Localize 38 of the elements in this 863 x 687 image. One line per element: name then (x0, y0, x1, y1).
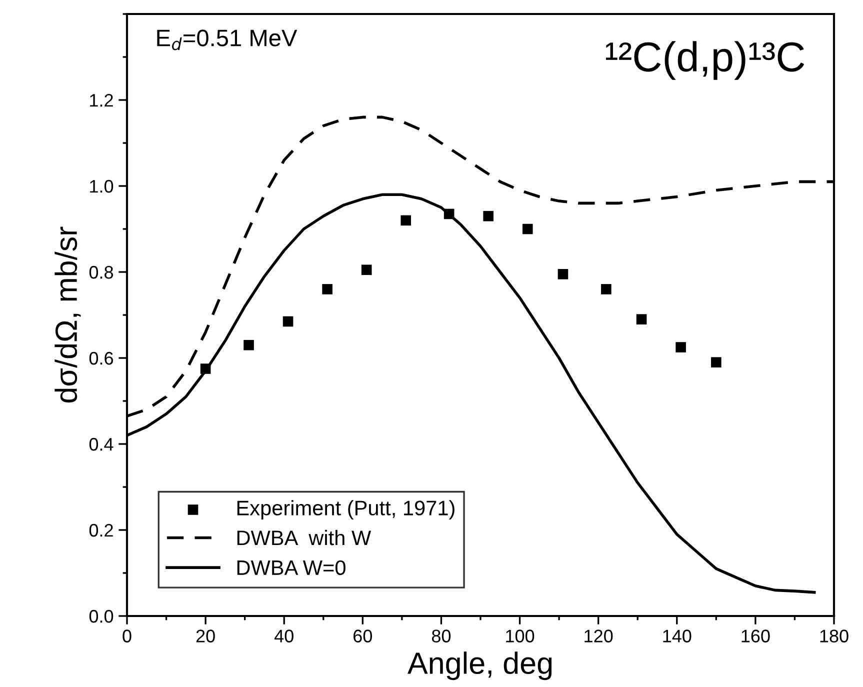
point (676, 342, 686, 352)
y-tick-label: 1.0 (90, 180, 114, 193)
point (444, 208, 454, 220)
legend-label: DWBA with W (237, 530, 372, 546)
x-tick-label: 40 (274, 630, 294, 642)
x-tick-label: 80 (432, 630, 451, 642)
x-tick-label: 140 (663, 630, 692, 642)
point (483, 210, 494, 222)
point (558, 269, 568, 280)
y-tick-label: 0.0 (89, 610, 114, 623)
x-tick-label: 60 (354, 630, 372, 642)
legend-label: DWBA W=0 (237, 560, 346, 576)
point (601, 284, 612, 294)
point (244, 340, 254, 350)
point (322, 284, 332, 294)
point (200, 364, 211, 374)
x-tick-label: 180 (820, 630, 848, 642)
x-axis-title: Angle, deg (408, 652, 552, 680)
point (711, 357, 722, 368)
x-tick-label: 100 (506, 630, 534, 642)
annotation: ¹²C(d,p)¹³C (606, 41, 804, 80)
y-tick-label: 0.4 (89, 438, 114, 451)
point (400, 215, 412, 226)
y-axis-title: dσ/dΩ, mb/sr (54, 226, 81, 402)
x-tick-label: 0 (122, 630, 132, 642)
point (522, 224, 533, 234)
x-tick-label: 20 (196, 630, 215, 642)
legend-label: Experiment (Putt, 1971) (237, 500, 454, 520)
y-tick-label: 1.2 (90, 94, 113, 107)
y-tick-label: 0.2 (89, 524, 113, 537)
point (361, 264, 372, 275)
point (282, 316, 294, 327)
y-tick-label: 0.6 (89, 352, 114, 365)
point (636, 314, 647, 324)
x-tick-label: 120 (584, 630, 613, 642)
annotation: E$_{d}$=0.51 MeV (157, 30, 298, 50)
x-tick-label: 160 (742, 630, 770, 642)
y-tick-label: 0.8 (89, 266, 114, 279)
